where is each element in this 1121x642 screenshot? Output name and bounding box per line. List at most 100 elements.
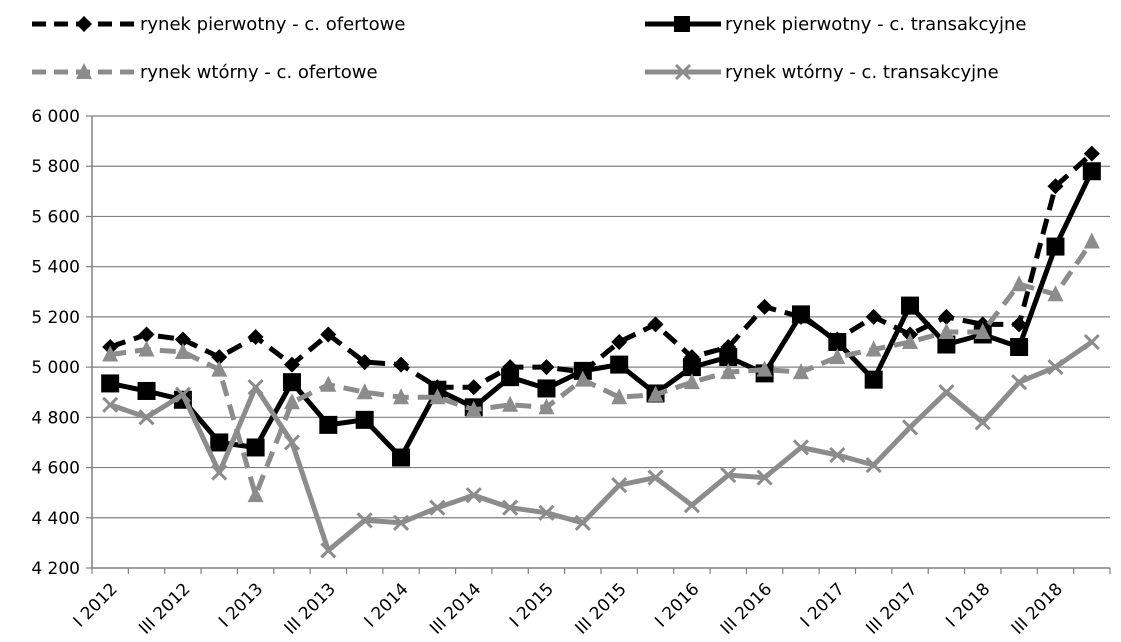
data-point (610, 355, 629, 374)
data-point (102, 396, 119, 413)
data-point (320, 326, 337, 343)
data-point (682, 358, 701, 377)
data-point (611, 388, 628, 405)
data-point (611, 334, 628, 350)
data-point (865, 456, 882, 474)
data-point-stroke (938, 384, 955, 401)
y-tick-label: 5 200 (31, 308, 80, 328)
data-point (246, 438, 265, 457)
data-point (1047, 178, 1064, 195)
data-point (393, 388, 410, 405)
data-point (647, 316, 664, 333)
series-2 (102, 232, 1100, 503)
data-point-stroke (1047, 359, 1064, 376)
data-point (355, 410, 374, 429)
legend-symbol-secondary-offer (32, 63, 136, 79)
data-point (320, 375, 337, 392)
data-point (1011, 374, 1028, 391)
data-point (829, 446, 846, 464)
y-tick-label: 6 000 (31, 107, 80, 127)
x-tick-label: I 2012 (70, 579, 122, 631)
data-point (319, 415, 338, 434)
series-3 (102, 333, 1100, 559)
data-point-stroke (283, 434, 301, 451)
data-point (974, 414, 991, 431)
data-point (538, 398, 555, 415)
x-tick-label: I 2015 (506, 579, 558, 631)
x-tick-label: III 2013 (281, 579, 340, 638)
data-point (756, 469, 773, 486)
y-tick-label: 4 400 (31, 509, 80, 529)
x-tick-label: III 2015 (572, 579, 631, 638)
data-point (283, 393, 300, 410)
data-point (864, 370, 883, 389)
data-point (465, 400, 482, 417)
data-point (502, 395, 519, 412)
data-point (465, 487, 482, 504)
data-point-stroke (102, 396, 119, 413)
data-point-stroke (792, 439, 810, 456)
data-point (356, 512, 373, 529)
data-point (1010, 338, 1029, 357)
data-point (211, 360, 228, 377)
y-tick-label: 4 200 (31, 559, 80, 579)
data-point (647, 385, 664, 402)
legend-item-primary-offer: rynek pierwotny - c. ofertowe (30, 10, 405, 38)
data-point (937, 335, 956, 354)
data-point-stroke (392, 514, 410, 531)
x-tick-label: III 2017 (862, 579, 921, 638)
data-point (829, 348, 846, 365)
series-0 (102, 145, 1100, 396)
data-point (138, 340, 155, 357)
x-tick-label: III 2016 (717, 579, 776, 638)
data-point (791, 305, 810, 324)
x-tick-label: I 2013 (215, 579, 267, 631)
data-point (974, 322, 991, 339)
data-point (683, 497, 700, 514)
data-point (247, 328, 264, 345)
data-point (792, 363, 809, 380)
data-point (283, 434, 301, 451)
data-point (756, 360, 773, 377)
data-point (901, 296, 920, 315)
data-point (901, 419, 919, 436)
data-point (356, 354, 373, 371)
data-point (792, 439, 810, 456)
data-point (283, 356, 300, 373)
legend-label-primary-transaction: rynek pierwotny - c. transakcyjne (725, 13, 1027, 35)
data-point (537, 379, 556, 398)
data-point (828, 333, 847, 351)
data-point-stroke (756, 469, 773, 486)
x-tick-label: I 2017 (797, 579, 849, 631)
x-tick-label: III 2018 (1008, 579, 1067, 638)
data-point-stroke (538, 504, 555, 521)
data-point (865, 340, 882, 357)
data-point (247, 486, 264, 503)
series-group (101, 145, 1101, 559)
data-point-stroke (465, 487, 482, 504)
data-point (393, 356, 410, 373)
data-point (647, 469, 664, 486)
legend-symbol-primary-offer (32, 16, 136, 32)
data-point (138, 409, 155, 426)
legend-label-secondary-transaction: rynek wtórny - c. transakcyjne (725, 61, 999, 83)
data-point-stroke (574, 514, 591, 531)
data-point (756, 298, 773, 315)
data-point (720, 363, 737, 380)
data-point (611, 477, 628, 494)
legend-item-primary-transaction: rynek pierwotny - c. transakcyjne (643, 10, 1026, 38)
data-point (938, 308, 955, 325)
legend-label-secondary-offer: rynek wtórny - c. ofertowe (140, 61, 378, 83)
data-point (719, 348, 738, 367)
data-point-stroke (1083, 333, 1100, 351)
y-tick-label: 5 800 (31, 157, 80, 177)
data-point (538, 504, 555, 521)
data-point (538, 359, 555, 376)
y-tick-label: 4 600 (31, 459, 80, 479)
data-point (138, 326, 155, 343)
data-point (1083, 232, 1100, 249)
y-tick-label: 5 600 (31, 207, 80, 227)
data-point (902, 333, 919, 349)
data-point (1011, 316, 1028, 333)
data-point (574, 370, 591, 387)
